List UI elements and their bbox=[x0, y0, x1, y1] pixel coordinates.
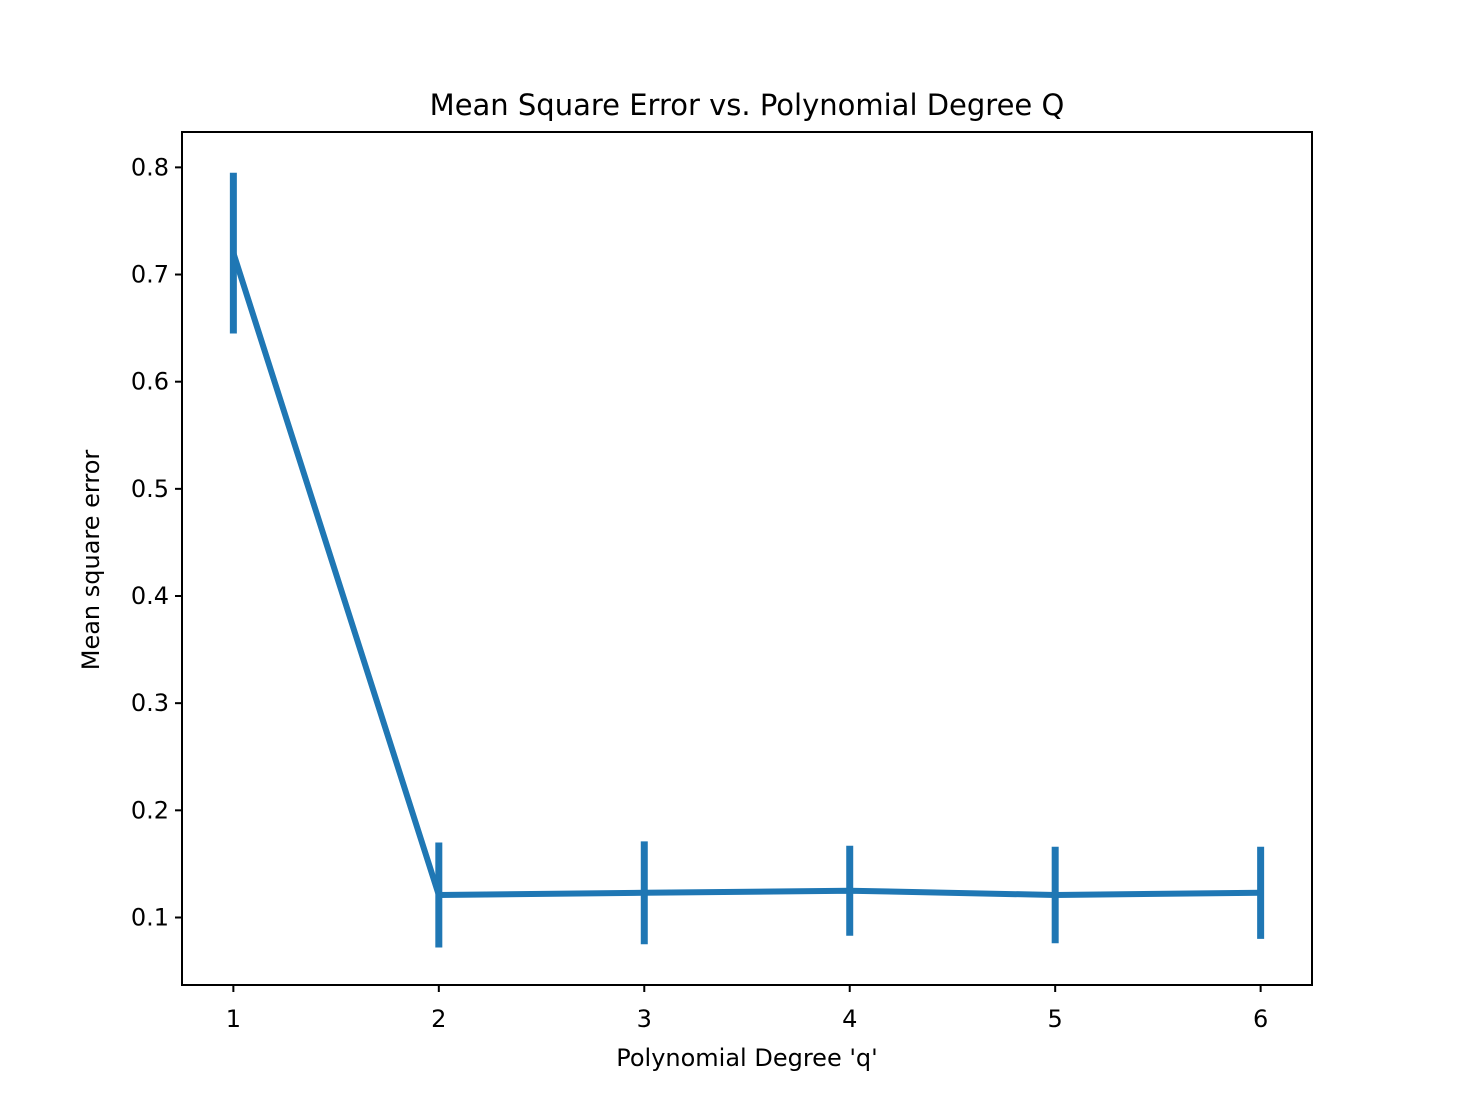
y-axis: 0.1 0.2 0.3 0.4 0.5 0.6 0.7 0.8 bbox=[131, 153, 182, 931]
x-axis: 1 2 3 4 5 6 bbox=[226, 985, 1268, 1033]
x-tick-label: 5 bbox=[1048, 1005, 1063, 1033]
y-tick-label: 0.8 bbox=[131, 153, 169, 181]
series-line bbox=[230, 252, 1261, 898]
x-tick-label: 4 bbox=[842, 1005, 857, 1033]
y-tick-label: 0.4 bbox=[131, 582, 169, 610]
y-tick-label: 0.6 bbox=[131, 368, 169, 396]
x-tick-label: 2 bbox=[431, 1005, 446, 1033]
x-tick-label: 6 bbox=[1253, 1005, 1268, 1033]
y-tick-label: 0.1 bbox=[131, 903, 169, 931]
y-axis-label: Mean square error bbox=[77, 450, 105, 671]
y-tick-label: 0.3 bbox=[131, 689, 169, 717]
x-tick-label: 1 bbox=[226, 1005, 241, 1033]
plot-area bbox=[229, 172, 1265, 948]
y-tick-label: 0.7 bbox=[131, 261, 169, 289]
plot-frame bbox=[181, 131, 1313, 986]
y-tick-label: 0.2 bbox=[131, 796, 169, 824]
y-tick-label: 0.5 bbox=[131, 475, 169, 503]
chart-title: Mean Square Error vs. Polynomial Degree … bbox=[430, 88, 1065, 122]
x-tick-label: 3 bbox=[637, 1005, 652, 1033]
x-axis-label: Polynomial Degree 'q' bbox=[616, 1044, 878, 1072]
